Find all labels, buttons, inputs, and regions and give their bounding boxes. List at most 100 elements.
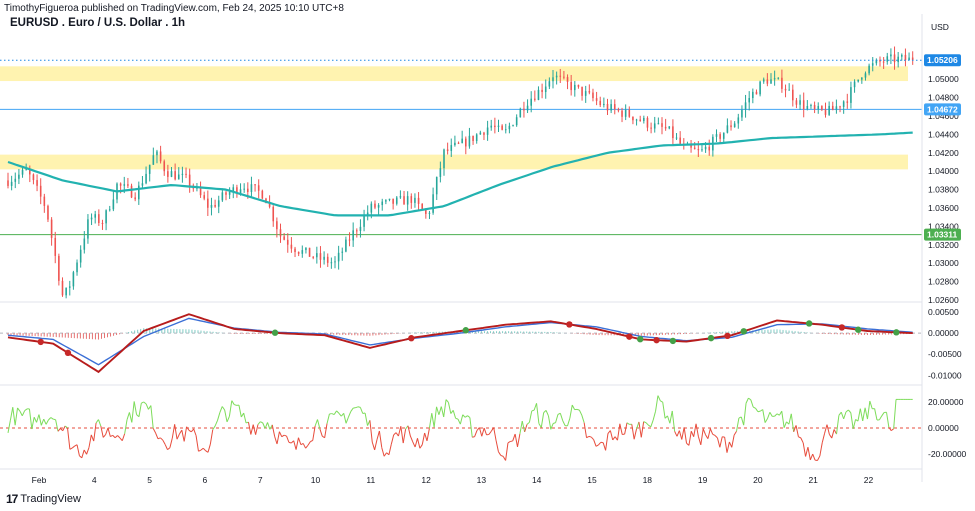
macd-cross-dot bbox=[653, 336, 660, 344]
candle-body bbox=[744, 102, 747, 110]
oscillator-segment bbox=[752, 406, 756, 409]
candle-body bbox=[10, 181, 13, 186]
time-tick-label: 13 bbox=[477, 475, 487, 485]
candle-body bbox=[570, 81, 572, 91]
candle-body bbox=[465, 138, 467, 147]
oscillator-segment bbox=[267, 422, 271, 430]
oscillator-segment bbox=[141, 401, 144, 404]
candle-body bbox=[897, 56, 899, 63]
oscillator-segment bbox=[114, 435, 118, 439]
oscillator-segment bbox=[50, 417, 54, 420]
candle-body bbox=[228, 191, 231, 195]
candle-body bbox=[450, 145, 453, 151]
oscillator-segment bbox=[240, 412, 245, 418]
candle-body bbox=[643, 117, 645, 122]
oscillator-segment bbox=[581, 414, 585, 423]
candle-body bbox=[599, 100, 602, 106]
candle-body bbox=[14, 178, 17, 182]
candle-body bbox=[584, 91, 587, 96]
oscillator-segment bbox=[231, 400, 235, 405]
oscillator-segment bbox=[512, 433, 516, 442]
oscillator-segment bbox=[286, 435, 290, 443]
oscillator-segment bbox=[234, 404, 237, 406]
oscillator-segment bbox=[655, 395, 659, 412]
oscillator-segment bbox=[709, 428, 714, 435]
oscillator-segment bbox=[588, 435, 592, 438]
oscillator-segment bbox=[664, 415, 668, 419]
oscillator-segment bbox=[869, 400, 873, 409]
candle-body bbox=[94, 214, 96, 218]
oscillator-segment bbox=[505, 442, 509, 461]
oscillator-segment bbox=[281, 434, 285, 438]
candle-body bbox=[254, 184, 256, 186]
candle-body bbox=[7, 180, 9, 186]
oscillator-segment bbox=[133, 401, 138, 415]
oscillator-segment bbox=[878, 415, 883, 421]
candle-body bbox=[214, 205, 216, 207]
candle-body bbox=[432, 194, 434, 213]
candle-body bbox=[588, 91, 591, 93]
oscillator-segment bbox=[540, 412, 545, 428]
candle-body bbox=[312, 256, 314, 258]
oscillator-segment bbox=[252, 424, 257, 435]
oscillator-segment bbox=[631, 424, 635, 440]
oscillator-segment bbox=[340, 412, 345, 417]
candle-body bbox=[624, 109, 627, 117]
candle-body bbox=[468, 135, 471, 147]
candle-body bbox=[446, 149, 449, 151]
moving-average-line bbox=[7, 131, 913, 217]
oscillator-segment bbox=[409, 435, 414, 443]
macd-line bbox=[7, 313, 913, 374]
oscillator-segment bbox=[14, 407, 19, 426]
oscillator-segment bbox=[831, 429, 835, 439]
candle-body bbox=[679, 137, 681, 144]
candle-body bbox=[784, 88, 787, 91]
oscillator-segment bbox=[669, 410, 673, 424]
time-tick-label: 14 bbox=[532, 475, 542, 485]
oscillator-segment bbox=[483, 427, 488, 436]
oscillator-segment bbox=[493, 427, 497, 441]
tradingview-logo[interactable]: 17 TradingView bbox=[6, 492, 81, 506]
candle-body bbox=[842, 101, 845, 107]
oscillator-pane bbox=[0, 395, 922, 461]
oscillator-segment bbox=[347, 411, 352, 418]
oscillator-segment bbox=[807, 447, 811, 460]
price-tick-label: 1.03000 bbox=[928, 258, 959, 268]
candle-body bbox=[341, 251, 344, 253]
oscillator-segment bbox=[110, 434, 113, 438]
macd-cross-dot bbox=[626, 333, 633, 340]
candle-body bbox=[392, 198, 394, 204]
candle-body bbox=[119, 183, 122, 186]
oscillator-segment bbox=[667, 415, 671, 424]
candle-body bbox=[730, 125, 732, 128]
oscillator-segment bbox=[402, 429, 407, 444]
candle-body bbox=[835, 106, 838, 111]
candle-body bbox=[871, 63, 874, 66]
oscillator-segment bbox=[748, 397, 752, 401]
price-axis: 1.05000 1.04800 1.04600 1.04400 1.04200 1.040… bbox=[928, 74, 967, 459]
oscillator-segment bbox=[690, 430, 695, 437]
candle-body bbox=[737, 117, 740, 124]
oscillator-segment bbox=[521, 420, 526, 432]
oscillator-segment bbox=[405, 425, 409, 430]
oscillator-segment bbox=[750, 399, 754, 408]
oscillator-segment bbox=[674, 431, 678, 437]
oscillator-segment bbox=[798, 436, 802, 439]
candle-body bbox=[494, 125, 496, 128]
oscillator-segment bbox=[283, 434, 287, 437]
oscillator-segment bbox=[69, 447, 73, 450]
candles bbox=[7, 46, 914, 299]
candle-body bbox=[61, 280, 64, 296]
oscillator-segment bbox=[619, 423, 623, 435]
oscillator-segment bbox=[90, 434, 95, 442]
oscillator-segment bbox=[443, 399, 447, 418]
candle-body bbox=[850, 87, 852, 103]
time-tick-label: 21 bbox=[808, 475, 818, 485]
oscillator-segment bbox=[67, 427, 71, 450]
candle-body bbox=[559, 75, 562, 77]
oscillator-segment bbox=[767, 412, 771, 419]
candle-body bbox=[770, 79, 772, 84]
oscillator-segment bbox=[705, 434, 709, 439]
oscillator-segment bbox=[167, 447, 171, 451]
